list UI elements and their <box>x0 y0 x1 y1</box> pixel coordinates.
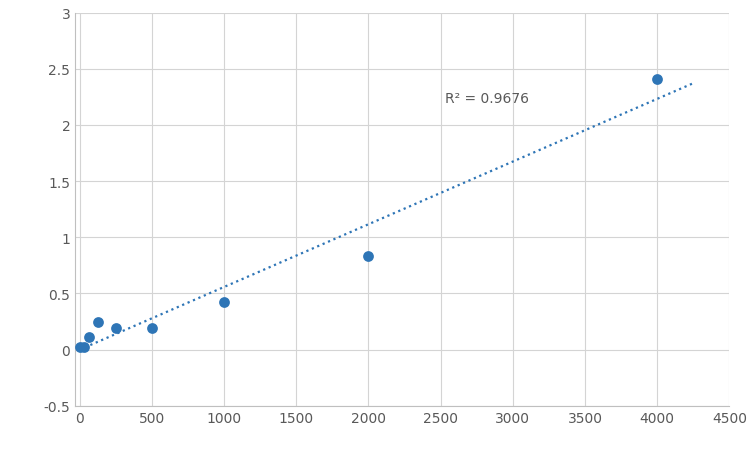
Point <box>110 325 122 332</box>
Text: R² = 0.9676: R² = 0.9676 <box>445 92 529 106</box>
Point <box>83 334 95 341</box>
Point <box>651 76 663 83</box>
Point <box>218 299 230 306</box>
Point <box>74 344 86 351</box>
Point <box>362 253 374 260</box>
Point <box>146 325 158 332</box>
Point <box>92 318 104 326</box>
Point <box>78 344 90 351</box>
